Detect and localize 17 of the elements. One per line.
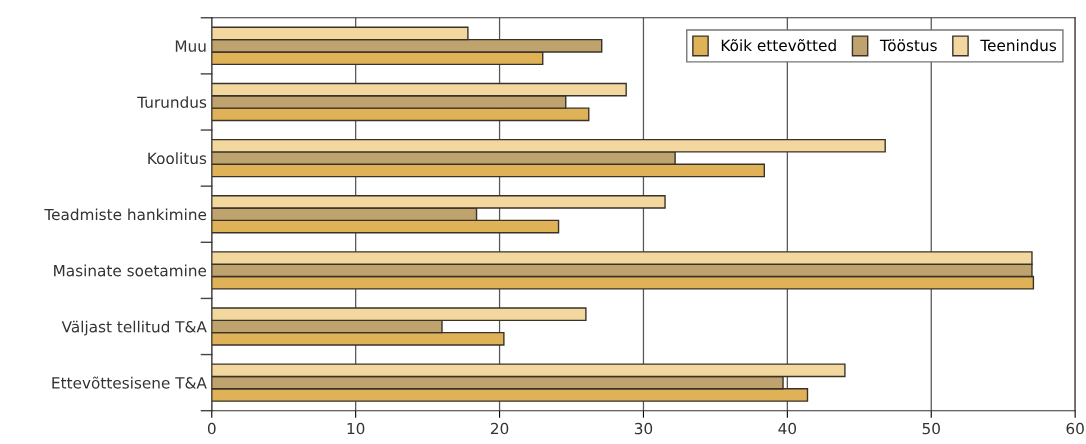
y-tick-label: Turundus bbox=[137, 96, 207, 108]
y-tick-label: Muu bbox=[175, 40, 206, 52]
y-tick-label: Masinate soetamine bbox=[54, 264, 207, 277]
x-tick-label: 10 bbox=[347, 422, 365, 435]
legend-label: Kõik ettevõtted bbox=[721, 39, 836, 52]
y-tick-label: Teadmiste hankimine bbox=[44, 208, 207, 221]
y-tick-label: Ettevõttesisene T&A bbox=[52, 376, 207, 389]
x-tick-label: 60 bbox=[1066, 422, 1084, 435]
y-tick-label: Koolitus bbox=[148, 152, 207, 165]
legend-label: Teenindus bbox=[980, 39, 1057, 52]
x-tick-label: 0 bbox=[207, 422, 216, 435]
x-tick-label: 40 bbox=[778, 422, 797, 435]
x-tick-label: 30 bbox=[634, 422, 653, 435]
x-tick-label: 20 bbox=[490, 422, 509, 435]
legend-label: Tööstus bbox=[879, 39, 937, 52]
y-tick-label: Väljast tellitud T&A bbox=[61, 320, 207, 336]
x-tick-label: 50 bbox=[922, 422, 940, 435]
